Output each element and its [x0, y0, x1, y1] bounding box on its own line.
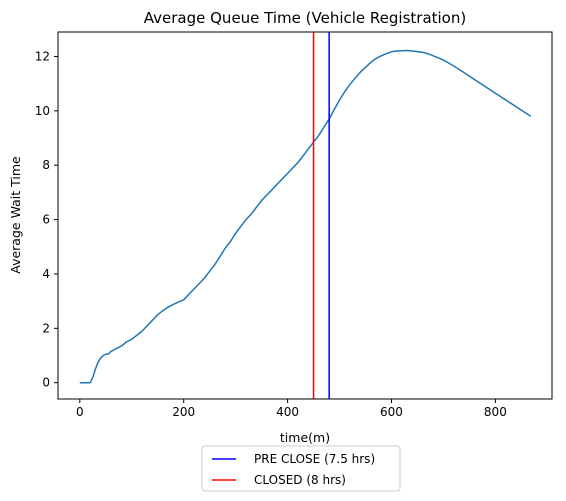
x-tick-label: 800 — [484, 405, 507, 419]
legend-label-1: PRE CLOSE (7.5 hrs) — [254, 452, 375, 466]
y-tick-label: 12 — [35, 49, 50, 63]
axes-frame — [57, 31, 553, 400]
x-axis: 0 200 400 600 800 — [76, 399, 507, 419]
x-tick-label: 0 — [76, 405, 84, 419]
x-tick-label: 400 — [276, 405, 299, 419]
y-axis: 0 2 4 6 8 10 12 — [35, 49, 58, 390]
plot-area — [79, 32, 532, 399]
y-tick-label: 2 — [42, 321, 50, 335]
y-tick-label: 0 — [42, 376, 50, 390]
y-tick-label: 8 — [42, 158, 50, 172]
series-line-1 — [79, 49, 532, 384]
x-tick-label: 200 — [172, 405, 195, 419]
legend: PRE CLOSE (7.5 hrs) CLOSED (8 hrs) — [201, 445, 401, 492]
chart-title: Average Queue Time (Vehicle Registration… — [144, 9, 466, 27]
y-tick-label: 6 — [42, 213, 50, 227]
y-tick-label: 10 — [35, 104, 50, 118]
y-tick-label: 4 — [42, 267, 50, 281]
x-axis-label: time(m) — [280, 430, 330, 445]
y-axis-label: Average Wait Time — [8, 156, 23, 274]
x-tick-label: 600 — [380, 405, 403, 419]
legend-label-2: CLOSED (8 hrs) — [254, 473, 346, 487]
legend-box — [201, 445, 401, 492]
